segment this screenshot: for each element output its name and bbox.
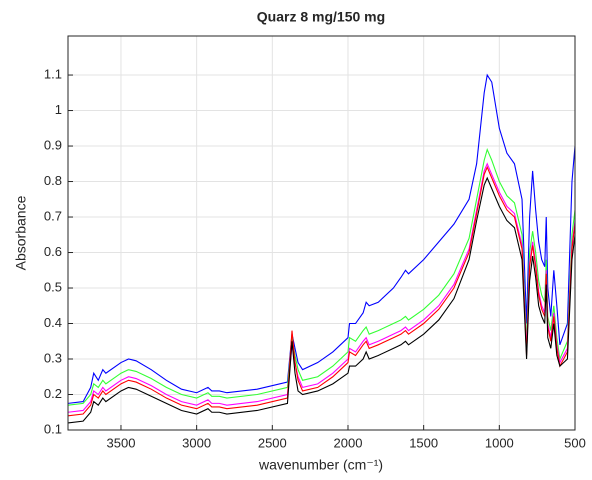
y-tick-label: 0.4: [44, 315, 62, 330]
y-tick-label: 0.3: [44, 350, 62, 365]
x-axis-label: wavenumber (cm⁻¹): [258, 457, 383, 473]
y-tick-label: 0.5: [44, 279, 62, 294]
series-line: [68, 73, 575, 404]
y-tick-label: 0.9: [44, 137, 62, 152]
plot-frame: [67, 35, 576, 431]
y-axis-label: Absorbance: [13, 195, 29, 270]
x-tick-label: 2500: [258, 435, 287, 450]
x-tick-label: 3000: [182, 435, 211, 450]
x-tick-label: 3500: [107, 435, 136, 450]
y-tick-label: 0.2: [44, 386, 62, 401]
x-tick-label: 2000: [334, 435, 363, 450]
y-tick-label: 1: [55, 102, 62, 117]
chart-title: Quarz 8 mg/150 mg: [257, 9, 385, 25]
x-tick-label: 1500: [409, 435, 438, 450]
y-tick-label: 0.8: [44, 173, 62, 188]
series-line: [68, 162, 575, 413]
series-line: [68, 176, 575, 424]
y-tick-label: 1.1: [44, 66, 62, 81]
series-line: [68, 165, 575, 417]
y-tick-label: 0.6: [44, 244, 62, 259]
x-tick-label: 1000: [485, 435, 514, 450]
y-tick-label: 0.1: [44, 421, 62, 436]
y-tick-label: 0.7: [44, 208, 62, 223]
x-tick-label: 500: [564, 435, 586, 450]
series-line: [68, 147, 575, 406]
